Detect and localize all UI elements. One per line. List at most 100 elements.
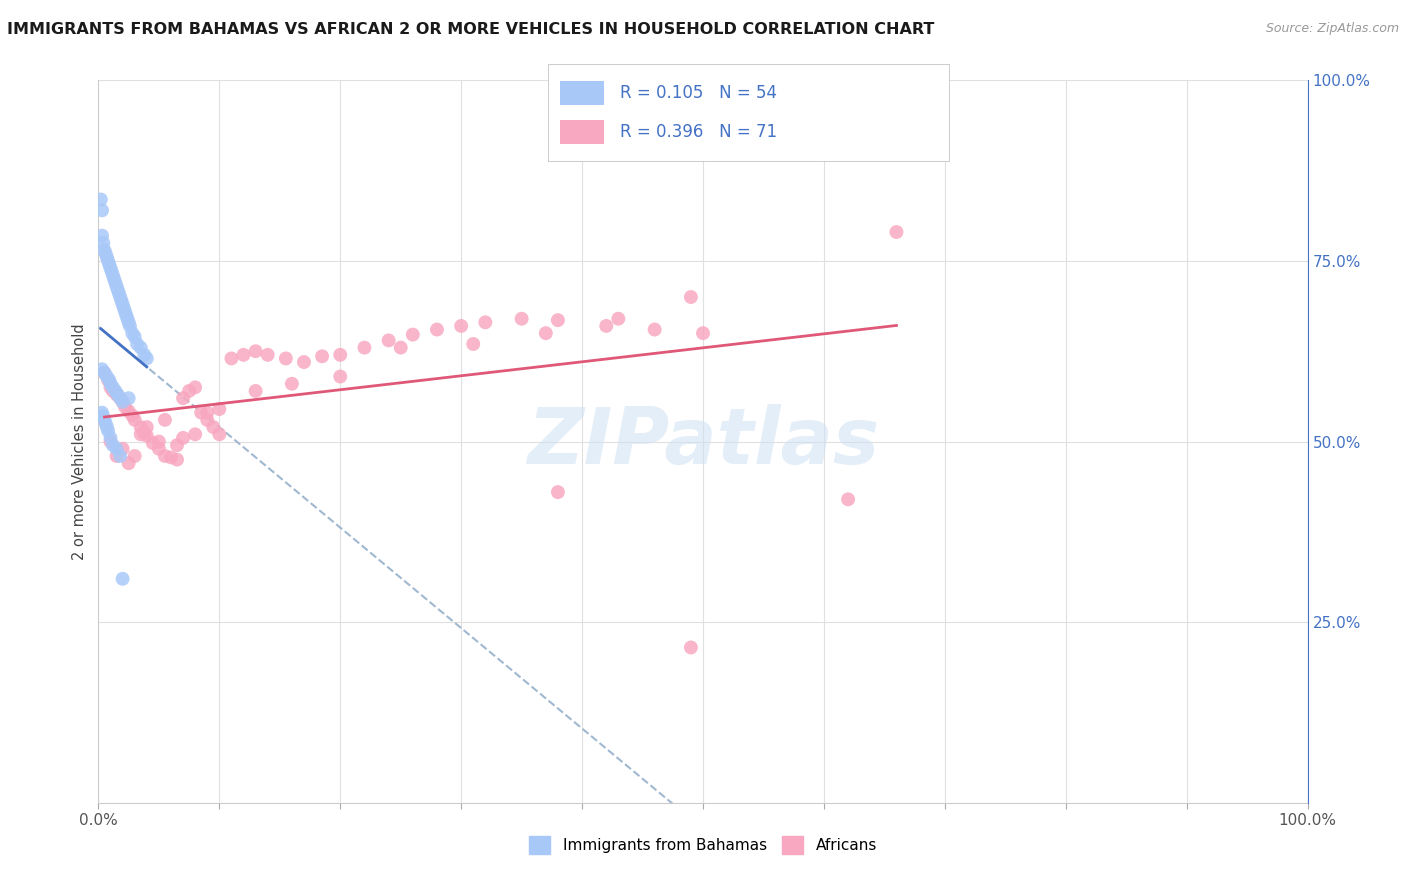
Point — [311, 349, 333, 363]
Point — [153, 413, 176, 427]
Point — [202, 420, 225, 434]
Point — [105, 442, 128, 456]
Point — [108, 391, 131, 405]
Point — [245, 344, 267, 359]
Point — [100, 431, 122, 445]
Point — [101, 380, 124, 394]
Point — [595, 318, 617, 333]
Point — [644, 322, 666, 336]
Point — [118, 391, 141, 405]
Point — [547, 313, 569, 327]
Point — [402, 327, 425, 342]
Point — [184, 380, 207, 394]
Point — [111, 442, 134, 456]
Point — [91, 409, 114, 424]
Point — [91, 235, 114, 250]
Point — [353, 341, 375, 355]
Point — [103, 272, 125, 286]
Point — [837, 492, 859, 507]
Point — [124, 330, 146, 344]
Point — [107, 283, 129, 297]
Point — [142, 436, 165, 450]
Point — [100, 265, 122, 279]
Point — [94, 417, 117, 431]
Point — [101, 268, 124, 283]
Point — [426, 322, 449, 336]
Point — [510, 311, 533, 326]
Y-axis label: 2 or more Vehicles in Household: 2 or more Vehicles in Household — [72, 323, 87, 560]
Point — [108, 290, 131, 304]
Point — [124, 449, 146, 463]
Point — [256, 348, 278, 362]
Point — [121, 326, 143, 340]
Point — [692, 326, 714, 340]
Point — [166, 452, 188, 467]
Point — [534, 326, 557, 340]
Point — [100, 261, 122, 276]
Point — [117, 311, 139, 326]
Point — [101, 384, 124, 398]
Point — [93, 366, 115, 380]
Point — [274, 351, 297, 366]
Point — [108, 449, 131, 463]
Point — [97, 424, 120, 438]
Point — [105, 279, 128, 293]
Point — [91, 228, 114, 243]
Point — [124, 413, 146, 427]
Point — [329, 348, 352, 362]
Point — [389, 341, 412, 355]
Legend: Immigrants from Bahamas, Africans: Immigrants from Bahamas, Africans — [523, 830, 883, 860]
Point — [90, 193, 112, 207]
Point — [148, 434, 170, 449]
Point — [114, 400, 136, 414]
Point — [148, 442, 170, 456]
Point — [111, 572, 134, 586]
Point — [105, 387, 128, 401]
Point — [135, 429, 157, 443]
FancyBboxPatch shape — [561, 80, 605, 104]
FancyBboxPatch shape — [561, 120, 605, 145]
Point — [97, 253, 120, 268]
Point — [886, 225, 908, 239]
Point — [111, 297, 134, 311]
Point — [108, 286, 131, 301]
Point — [463, 337, 485, 351]
Point — [166, 438, 188, 452]
Point — [679, 290, 702, 304]
Point — [98, 258, 121, 272]
Point — [98, 373, 121, 387]
Point — [91, 406, 114, 420]
Point — [111, 394, 134, 409]
Point — [110, 293, 132, 308]
Point — [100, 376, 122, 391]
Point — [129, 420, 152, 434]
Point — [127, 337, 149, 351]
Point — [160, 450, 183, 465]
Point — [208, 402, 231, 417]
Point — [108, 391, 131, 405]
Point — [118, 315, 141, 329]
Point — [135, 420, 157, 434]
Point — [292, 355, 315, 369]
Point — [208, 427, 231, 442]
Text: R = 0.105   N = 54: R = 0.105 N = 54 — [620, 84, 778, 102]
Point — [547, 485, 569, 500]
Text: Source: ZipAtlas.com: Source: ZipAtlas.com — [1265, 22, 1399, 36]
Point — [245, 384, 267, 398]
Point — [679, 640, 702, 655]
Point — [96, 369, 118, 384]
Point — [190, 406, 212, 420]
Text: R = 0.396   N = 71: R = 0.396 N = 71 — [620, 123, 778, 141]
Point — [96, 250, 118, 264]
Point — [100, 380, 122, 394]
Point — [112, 301, 135, 315]
Point — [118, 318, 141, 333]
Point — [135, 351, 157, 366]
Point — [96, 420, 118, 434]
Point — [281, 376, 304, 391]
Point — [114, 304, 136, 318]
Point — [607, 311, 630, 326]
Point — [232, 348, 254, 362]
Point — [121, 409, 143, 423]
Point — [184, 427, 207, 442]
